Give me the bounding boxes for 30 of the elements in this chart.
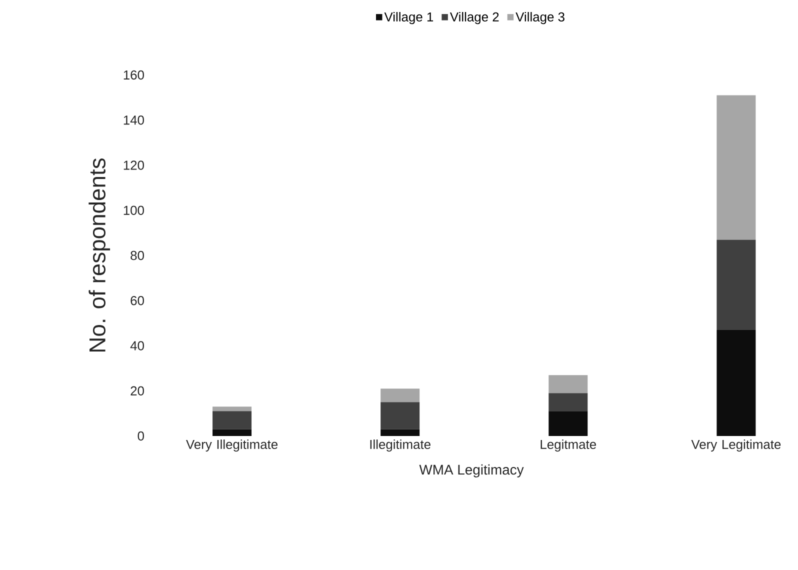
- y-tick-label: 120: [124, 160, 144, 170]
- bar: [716, 95, 756, 240]
- bar: [212, 406, 252, 412]
- bar: [212, 411, 252, 430]
- y-axis-title: No. of respondents: [88, 158, 110, 352]
- x-tick-label: Very Legitimate: [691, 440, 781, 452]
- x-tick-label: Legitmate: [540, 440, 596, 452]
- y-tick-label: 160: [124, 70, 144, 80]
- bar: [716, 330, 756, 436]
- y-tick-label: 40: [130, 341, 144, 350]
- x-tick-label: Very Illegitimate: [186, 440, 278, 452]
- legend-label: Village 2: [450, 12, 499, 24]
- bar: [380, 429, 420, 436]
- y-tick-label: 100: [124, 206, 144, 215]
- y-tick-label: 140: [124, 116, 144, 125]
- y-tick-label: 60: [130, 296, 144, 306]
- bar: [212, 429, 252, 436]
- bar: [548, 411, 588, 436]
- bar: [380, 388, 420, 402]
- x-tick-label: Illegitimate: [370, 440, 430, 452]
- y-tick-label: 0: [138, 431, 144, 441]
- x-axis-title: WMA Legitimacy: [419, 464, 524, 478]
- bar: [380, 402, 420, 430]
- y-tick-label: 20: [130, 386, 144, 396]
- bar: [548, 393, 588, 412]
- legend-label: Village 3: [516, 12, 564, 24]
- bar: [716, 240, 756, 330]
- bar: [548, 375, 588, 394]
- legend-label: Village 1: [384, 12, 434, 24]
- y-tick-label: 80: [130, 250, 144, 260]
